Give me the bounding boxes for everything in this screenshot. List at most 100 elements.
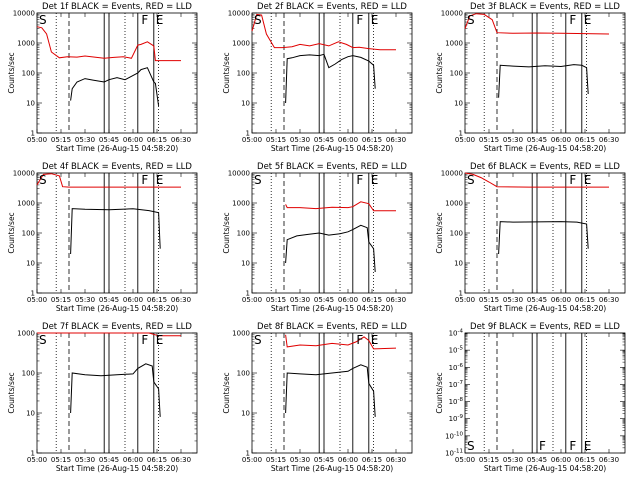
x-axis-label: Start Time (26-Aug-15 04:58:20): [484, 304, 606, 313]
y-tick-label: 1: [459, 290, 463, 298]
marker-label-e: E: [156, 173, 164, 187]
y-tick-label: 1: [246, 290, 250, 298]
y-tick-label: 1: [31, 450, 35, 458]
x-axis-label: Start Time (26-Aug-15 04:58:20): [271, 304, 393, 313]
marker-label-f: F: [356, 333, 363, 347]
x-tick-label: 06:15: [147, 136, 167, 144]
x-axis-label: Start Time (26-Aug-15 04:58:20): [484, 464, 606, 473]
x-tick-label: 05:45: [314, 456, 334, 464]
y-tick-label: 10000: [228, 170, 250, 178]
x-axis-label: Start Time (26-Aug-15 04:58:20): [56, 304, 178, 313]
y-tick-label: 10-4: [449, 329, 464, 338]
chart-panel-1: Det 1f BLACK = Events, RED = LLD 05:00 05:…: [7, 2, 198, 153]
x-tick-label: 06:00: [123, 296, 143, 304]
y-tick-label: 10-11: [445, 449, 463, 458]
x-axis-label: Start Time (26-Aug-15 04:58:20): [271, 464, 393, 473]
x-tick-label: 06:15: [147, 456, 167, 464]
y-tick-label: 100: [450, 70, 463, 78]
y-tick-label: 1000: [232, 330, 250, 338]
x-tick-label: 06:15: [147, 296, 167, 304]
marker-label-e: E: [584, 13, 592, 27]
x-tick-label: 05:30: [503, 296, 523, 304]
chart-panel-6: Det 6f BLACK = Events, RED = LLD 05:00 05:…: [435, 162, 626, 313]
marker-label-f: F: [141, 333, 148, 347]
y-tick-label: 100: [237, 370, 250, 378]
marker-label-f: F: [539, 439, 546, 453]
y-tick-label: 10-8: [449, 397, 464, 406]
y-tick-label: 1: [246, 130, 250, 138]
marker-label-f: F: [141, 13, 148, 27]
y-tick-label: 100: [22, 370, 35, 378]
x-axis-label: Start Time (26-Aug-15 04:58:20): [56, 464, 178, 473]
x-tick-label: 05:45: [527, 456, 547, 464]
x-tick-label: 05:00: [242, 456, 262, 464]
x-tick-label: 05:00: [27, 136, 47, 144]
series-events-line: [285, 224, 376, 273]
x-tick-label: 06:15: [575, 456, 595, 464]
series-lld-line: [37, 332, 181, 337]
x-tick-label: 06:00: [338, 136, 358, 144]
y-tick-label: 10: [26, 100, 35, 108]
x-tick-label: 05:45: [99, 456, 119, 464]
chart-panel-8: Det 8f BLACK = Events, RED = LLD 05:00 05:…: [222, 322, 413, 473]
y-tick-label: 1000: [17, 330, 35, 338]
x-tick-label: 06:30: [386, 296, 406, 304]
chart-title: Det 2f BLACK = Events, RED = LLD: [257, 2, 407, 12]
marker-label-e: E: [584, 173, 592, 187]
plot-frame: [464, 12, 626, 134]
x-tick-label: 06:30: [171, 296, 191, 304]
y-axis-label: Counts/sec: [7, 372, 16, 413]
series-lld-line: [285, 334, 397, 350]
y-tick-label: 1000: [17, 40, 35, 48]
chart-panel-4: Det 4f BLACK = Events, RED = LLD 05:00 05:…: [7, 162, 198, 313]
marker-label-s: S: [39, 333, 47, 347]
y-tick-label: 1: [459, 130, 463, 138]
y-tick-label: 1000: [445, 200, 463, 208]
marker-label-s: S: [467, 439, 475, 453]
x-tick-label: 06:15: [362, 296, 382, 304]
x-tick-label: 06:00: [551, 296, 571, 304]
plot-frame: [251, 172, 413, 294]
chart-title: Det 7f BLACK = Events, RED = LLD: [42, 322, 192, 332]
chart-title: Det 4f BLACK = Events, RED = LLD: [42, 162, 192, 172]
x-tick-label: 05:00: [242, 296, 262, 304]
marker-label-f: F: [569, 173, 576, 187]
chart-panel-2: Det 2f BLACK = Events, RED = LLD 05:00 05:…: [222, 2, 413, 153]
x-tick-label: 06:00: [123, 456, 143, 464]
chart-title: Det 5f BLACK = Events, RED = LLD: [257, 162, 407, 172]
y-axis-label: Counts/sec: [7, 52, 16, 93]
plot-frame: [36, 332, 198, 454]
x-tick-label: 06:15: [575, 136, 595, 144]
chart-title: Det 9f BLACK = Events, RED = LLD: [470, 322, 620, 332]
x-tick-label: 06:00: [551, 456, 571, 464]
x-tick-label: 06:15: [575, 296, 595, 304]
x-tick-label: 06:15: [362, 136, 382, 144]
y-axis-label: Counts/sec: [222, 212, 231, 253]
y-tick-label: 10-5: [449, 346, 464, 355]
x-axis-label: Start Time (26-Aug-15 04:58:20): [271, 144, 393, 153]
series-events-line: [285, 53, 376, 104]
marker-label-s: S: [467, 173, 475, 187]
y-tick-label: 1000: [232, 40, 250, 48]
y-tick-label: 10000: [441, 10, 463, 18]
chart-title: Det 6f BLACK = Events, RED = LLD: [470, 162, 620, 172]
marker-label-e: E: [156, 13, 164, 27]
series-lld-line: [464, 172, 609, 188]
plot-frame: [251, 12, 413, 134]
x-tick-label: 06:00: [338, 296, 358, 304]
marker-label-f: F: [356, 173, 363, 187]
x-axis-label: Start Time (26-Aug-15 04:58:20): [484, 144, 606, 153]
y-tick-label: 1: [31, 290, 35, 298]
x-tick-label: 06:30: [599, 456, 619, 464]
x-tick-label: 05:15: [51, 136, 71, 144]
marker-label-s: S: [39, 13, 47, 27]
y-axis-label: Counts/sec: [435, 52, 444, 93]
series-lld-line: [464, 13, 610, 35]
x-tick-label: 05:00: [242, 136, 262, 144]
y-tick-label: 10: [241, 100, 250, 108]
y-tick-label: 100: [237, 230, 250, 238]
plot-frame: [36, 172, 198, 294]
marker-label-e: E: [371, 333, 379, 347]
marker-label-s: S: [39, 173, 47, 187]
marker-label-f: F: [569, 439, 576, 453]
